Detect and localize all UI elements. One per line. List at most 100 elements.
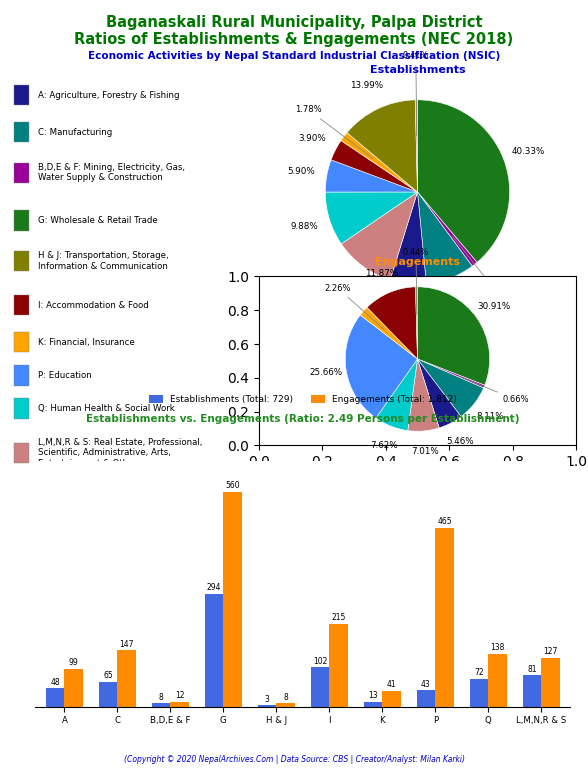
Wedge shape (417, 359, 483, 416)
Text: 8: 8 (283, 693, 288, 702)
Text: 6.58%: 6.58% (392, 305, 419, 314)
Text: 5.46%: 5.46% (446, 437, 474, 445)
Text: 99: 99 (69, 658, 79, 667)
Bar (382, 691, 401, 707)
Bar (99, 682, 118, 707)
Text: 0.66%: 0.66% (459, 376, 530, 405)
Text: Ratios of Establishments & Engagements (NEC 2018): Ratios of Establishments & Engagements (… (74, 32, 514, 48)
Wedge shape (376, 359, 417, 431)
Bar (258, 705, 276, 707)
Text: 8.11%: 8.11% (476, 412, 504, 421)
Text: C: Manufacturing: C: Manufacturing (38, 127, 112, 137)
Text: 102: 102 (313, 657, 328, 666)
Text: 65: 65 (103, 671, 113, 680)
FancyBboxPatch shape (14, 85, 29, 105)
Text: 13.99%: 13.99% (350, 81, 383, 90)
Text: 40.33%: 40.33% (512, 147, 545, 156)
Text: 72: 72 (474, 668, 484, 677)
Title: Establishments: Establishments (370, 65, 465, 74)
FancyBboxPatch shape (14, 163, 29, 183)
Text: 215: 215 (332, 614, 346, 622)
Bar (488, 654, 507, 707)
Text: 1.78%: 1.78% (295, 105, 373, 158)
Bar (223, 492, 242, 707)
Text: 5.90%: 5.90% (288, 167, 315, 176)
Wedge shape (367, 287, 417, 359)
Text: 465: 465 (437, 518, 452, 527)
FancyBboxPatch shape (14, 210, 29, 230)
Text: 25.66%: 25.66% (309, 369, 343, 377)
Text: 81: 81 (527, 665, 537, 674)
Wedge shape (417, 359, 461, 428)
Bar (329, 624, 348, 707)
Bar (118, 650, 136, 707)
Text: 8: 8 (159, 693, 163, 702)
Text: A: Agriculture, Forestry & Fishing: A: Agriculture, Forestry & Fishing (38, 91, 180, 100)
Wedge shape (417, 359, 485, 388)
Wedge shape (341, 192, 417, 280)
Bar (152, 703, 171, 707)
Wedge shape (417, 192, 477, 266)
Text: 1.10%: 1.10% (452, 236, 515, 303)
Wedge shape (360, 307, 417, 359)
Text: 147: 147 (119, 640, 134, 648)
Text: 30.91%: 30.91% (477, 303, 510, 311)
Wedge shape (417, 192, 472, 283)
Bar (417, 690, 435, 707)
Bar (171, 702, 189, 707)
Text: P: Education: P: Education (38, 371, 92, 380)
Text: 0.41%: 0.41% (403, 51, 429, 136)
Text: 12: 12 (175, 691, 185, 700)
Title: Establishments vs. Engagements (Ratio: 2.49 Persons per Establishment): Establishments vs. Engagements (Ratio: 2… (86, 414, 520, 424)
Text: 127: 127 (543, 647, 557, 656)
Bar (46, 688, 65, 707)
Text: K: Financial, Insurance: K: Financial, Insurance (38, 338, 135, 346)
FancyBboxPatch shape (14, 399, 29, 419)
Bar (435, 528, 454, 707)
Text: 3.90%: 3.90% (299, 134, 326, 143)
Title: Engagements: Engagements (375, 257, 460, 266)
Bar (541, 657, 560, 707)
Text: (Copyright © 2020 NepalArchives.Com | Data Source: CBS | Creator/Analyst: Milan : (Copyright © 2020 NepalArchives.Com | Da… (123, 755, 465, 764)
Text: Baganaskali Rural Municipality, Palpa District: Baganaskali Rural Municipality, Palpa Di… (106, 15, 482, 31)
Wedge shape (390, 192, 426, 284)
FancyBboxPatch shape (14, 295, 29, 316)
FancyBboxPatch shape (14, 122, 29, 142)
Text: 11.11%: 11.11% (331, 283, 364, 291)
Wedge shape (407, 359, 439, 431)
Text: 8.92%: 8.92% (446, 298, 473, 306)
Text: B,D,E & F: Mining, Electricity, Gas,
Water Supply & Construction: B,D,E & F: Mining, Electricity, Gas, Wat… (38, 163, 185, 182)
Wedge shape (416, 287, 417, 359)
Wedge shape (417, 100, 510, 263)
FancyBboxPatch shape (14, 332, 29, 353)
Text: Economic Activities by Nepal Standard Industrial Classification (NSIC): Economic Activities by Nepal Standard In… (88, 51, 500, 61)
Text: 43: 43 (421, 680, 431, 688)
FancyBboxPatch shape (14, 366, 29, 386)
Wedge shape (415, 100, 417, 192)
Text: 13: 13 (368, 691, 378, 700)
Text: I: Accommodation & Food: I: Accommodation & Food (38, 301, 149, 310)
Text: 11.87%: 11.87% (365, 270, 398, 279)
Text: L,M,N,R & S: Real Estate, Professional,
Scientific, Administrative, Arts,
Entert: L,M,N,R & S: Real Estate, Professional, … (38, 438, 203, 468)
Bar (470, 679, 488, 707)
Text: Q: Human Health & Social Work: Q: Human Health & Social Work (38, 404, 175, 413)
Text: 560: 560 (225, 481, 240, 490)
Text: 48: 48 (51, 677, 60, 687)
Text: 294: 294 (207, 583, 221, 592)
FancyBboxPatch shape (14, 442, 29, 463)
Bar (205, 594, 223, 707)
Text: 7.62%: 7.62% (370, 441, 397, 449)
Bar (65, 668, 83, 707)
Wedge shape (417, 287, 490, 386)
Text: 3: 3 (265, 695, 269, 703)
Text: G: Wholesale & Retail Trade: G: Wholesale & Retail Trade (38, 216, 158, 225)
Text: H & J: Transportation, Storage,
Information & Communication: H & J: Transportation, Storage, Informat… (38, 251, 169, 271)
Bar (276, 703, 295, 707)
Legend: Establishments (Total: 729), Engagements (Total: 1,812): Establishments (Total: 729), Engagements… (146, 392, 460, 408)
Wedge shape (325, 192, 417, 244)
Bar (523, 676, 541, 707)
Text: 138: 138 (490, 643, 505, 652)
Text: 41: 41 (387, 680, 396, 690)
Text: 7.01%: 7.01% (412, 447, 439, 455)
Wedge shape (325, 160, 417, 192)
